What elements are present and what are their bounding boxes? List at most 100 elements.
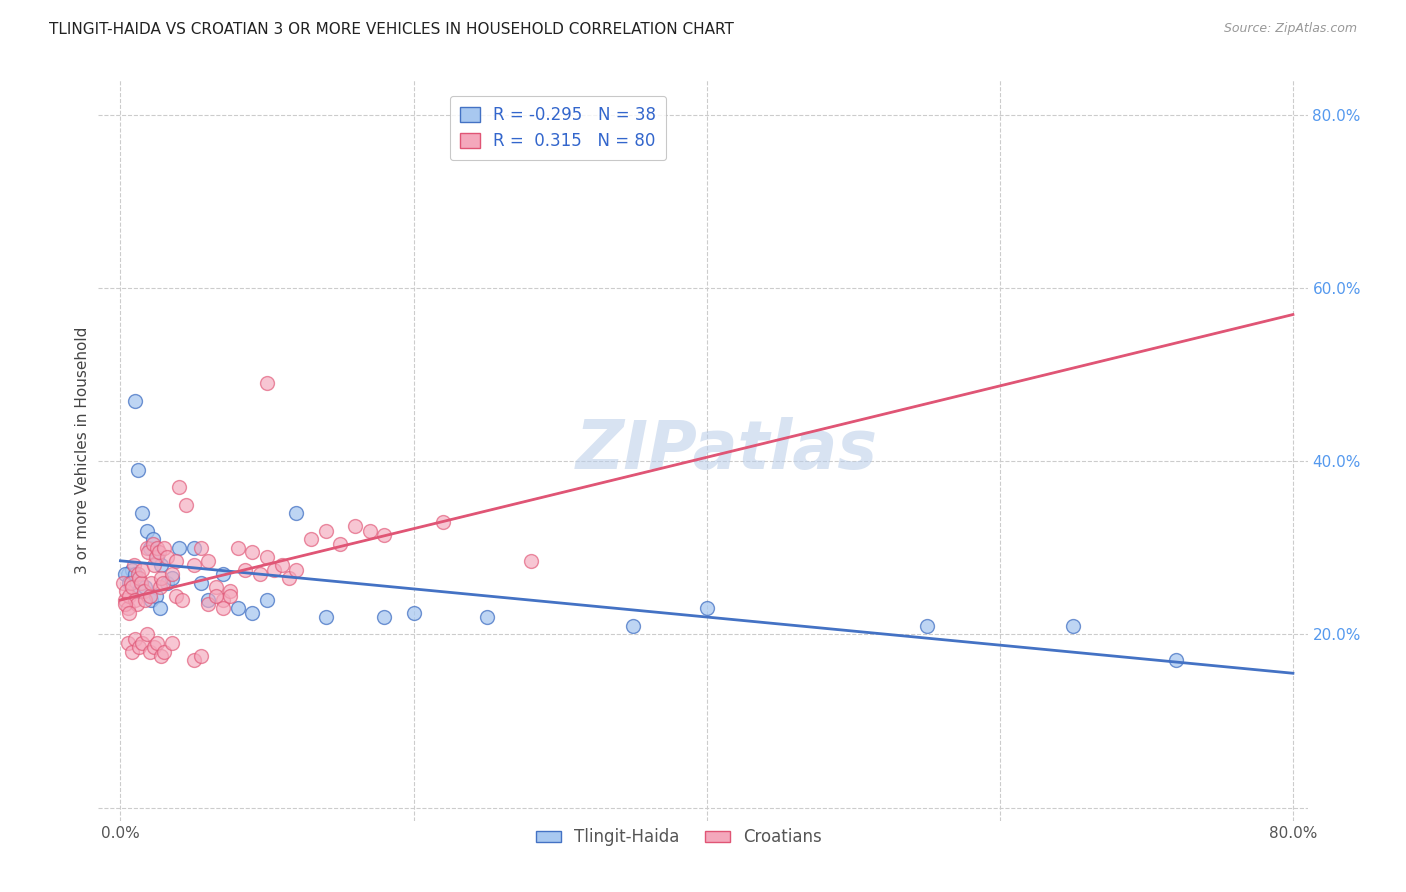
- Point: [204, 589, 226, 603]
- Point: [149, 580, 172, 594]
- Point: [145, 549, 167, 564]
- Point: [141, 575, 163, 590]
- Point: [160, 636, 183, 650]
- Point: [136, 545, 159, 559]
- Point: [141, 592, 163, 607]
- Point: [146, 541, 169, 555]
- Point: [256, 376, 278, 391]
- Text: Source: ZipAtlas.com: Source: ZipAtlas.com: [1223, 22, 1357, 36]
- Point: [226, 541, 249, 555]
- Point: [135, 524, 157, 538]
- Point: [1062, 619, 1084, 633]
- Point: [117, 636, 139, 650]
- Point: [117, 566, 139, 581]
- Point: [432, 515, 454, 529]
- Point: [149, 601, 172, 615]
- Point: [131, 636, 153, 650]
- Point: [142, 533, 165, 547]
- Point: [124, 566, 146, 581]
- Point: [226, 601, 249, 615]
- Point: [121, 645, 143, 659]
- Point: [160, 571, 183, 585]
- Point: [150, 649, 173, 664]
- Point: [212, 566, 235, 581]
- Point: [183, 653, 205, 667]
- Point: [373, 528, 395, 542]
- Point: [128, 640, 150, 655]
- Legend: Tlingit-Haida, Croatians: Tlingit-Haida, Croatians: [529, 822, 828, 853]
- Point: [138, 589, 160, 603]
- Point: [150, 571, 173, 585]
- Point: [146, 549, 169, 564]
- Point: [143, 640, 166, 655]
- Point: [219, 589, 242, 603]
- Point: [285, 506, 308, 520]
- Point: [114, 566, 136, 581]
- Point: [176, 498, 198, 512]
- Point: [160, 566, 183, 581]
- Point: [212, 601, 235, 615]
- Point: [114, 597, 136, 611]
- Point: [183, 558, 205, 573]
- Point: [131, 562, 153, 576]
- Point: [167, 541, 190, 555]
- Point: [329, 536, 352, 550]
- Point: [132, 584, 155, 599]
- Point: [183, 541, 205, 555]
- Point: [121, 580, 143, 594]
- Point: [475, 610, 498, 624]
- Point: [118, 575, 141, 590]
- Point: [153, 645, 176, 659]
- Point: [135, 541, 157, 555]
- Point: [315, 524, 337, 538]
- Point: [128, 571, 150, 585]
- Point: [190, 541, 212, 555]
- Point: [278, 571, 301, 585]
- Point: [240, 545, 263, 559]
- Point: [145, 589, 167, 603]
- Point: [118, 606, 141, 620]
- Point: [118, 589, 141, 603]
- Point: [256, 592, 278, 607]
- Point: [520, 554, 543, 568]
- Point: [120, 575, 142, 590]
- Point: [134, 580, 156, 594]
- Point: [112, 575, 135, 590]
- Point: [299, 533, 322, 547]
- Point: [621, 619, 644, 633]
- Point: [142, 536, 165, 550]
- Point: [190, 649, 212, 664]
- Point: [128, 584, 150, 599]
- Point: [146, 636, 169, 650]
- Point: [285, 562, 308, 576]
- Point: [115, 584, 138, 599]
- Point: [124, 592, 146, 607]
- Point: [114, 592, 136, 607]
- Point: [343, 519, 366, 533]
- Text: ZIPatlas: ZIPatlas: [576, 417, 879, 483]
- Point: [197, 592, 219, 607]
- Point: [359, 524, 381, 538]
- Point: [373, 610, 395, 624]
- Point: [124, 632, 146, 646]
- Point: [129, 575, 152, 590]
- Point: [152, 575, 174, 590]
- Y-axis label: 3 or more Vehicles in Household: 3 or more Vehicles in Household: [75, 326, 90, 574]
- Point: [240, 606, 263, 620]
- Point: [131, 506, 153, 520]
- Point: [212, 592, 235, 607]
- Point: [170, 592, 193, 607]
- Point: [156, 575, 179, 590]
- Point: [249, 566, 271, 581]
- Text: TLINGIT-HAIDA VS CROATIAN 3 OR MORE VEHICLES IN HOUSEHOLD CORRELATION CHART: TLINGIT-HAIDA VS CROATIAN 3 OR MORE VEHI…: [49, 22, 734, 37]
- Point: [696, 601, 718, 615]
- Point: [270, 558, 292, 573]
- Point: [219, 584, 242, 599]
- Point: [156, 549, 179, 564]
- Point: [138, 645, 160, 659]
- Point: [138, 541, 160, 555]
- Point: [121, 562, 143, 576]
- Point: [127, 463, 149, 477]
- Point: [134, 592, 156, 607]
- Point: [315, 610, 337, 624]
